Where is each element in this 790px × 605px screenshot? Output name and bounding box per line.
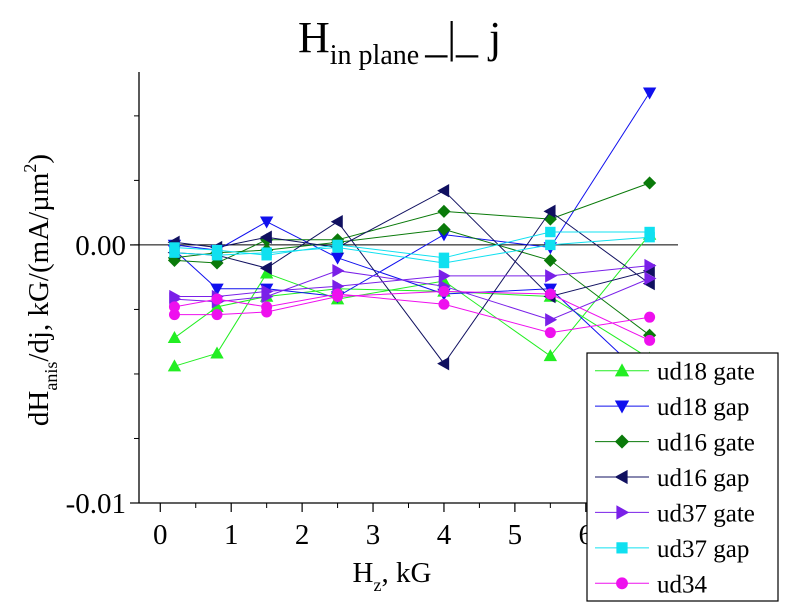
data-point-ud34 <box>211 293 223 305</box>
title-suffix: _|_ j <box>424 13 501 62</box>
data-point-ud37-gap <box>169 247 180 258</box>
data-point-ud37-gate <box>644 258 657 273</box>
data-point-ud37-gate <box>332 264 345 278</box>
ylabel-pre: dH <box>23 391 55 427</box>
data-point-ud37-gap <box>438 257 450 269</box>
data-point-ud37-gap <box>644 231 655 243</box>
data-point-ud18-gap <box>330 252 345 265</box>
data-point-ud34 <box>168 309 180 321</box>
series-line-ud18-gate <box>174 288 650 359</box>
y-tick-label: -0.01 <box>66 488 126 520</box>
y-axis-label: dHanis/dj, kG/(mA/µm2) <box>20 154 61 426</box>
data-point-ud34 <box>261 306 273 318</box>
series-line-ud37-gate <box>174 270 650 321</box>
legend-label-ud18-gate: ud18 gate <box>657 359 755 386</box>
data-point-ud16-gate <box>437 204 451 218</box>
xlabel-main: H <box>353 557 374 589</box>
legend-marker-ud16-gap <box>614 469 628 485</box>
data-point-ud37-gate <box>261 289 274 304</box>
legend-marker-ud37-gate <box>616 505 630 520</box>
title-subscript: in plane <box>330 40 419 71</box>
data-point-ud16-gate <box>643 176 657 190</box>
series-ud37-gap <box>169 226 655 269</box>
legend-label-ud18-gap: ud18 gap <box>657 394 749 421</box>
data-point-ud34 <box>644 311 656 323</box>
data-point-ud37-gate <box>545 269 558 283</box>
series-ud34 <box>168 285 656 346</box>
xlabel-suffix: , kG <box>382 557 432 589</box>
plot-axes: 0 1 2 3 4 5 60.00-0.01 <box>66 72 678 551</box>
plot-data <box>167 87 657 389</box>
legend-label-ud34: ud34 <box>657 571 708 598</box>
data-point-ud34 <box>332 291 344 303</box>
data-point-ud34 <box>211 309 223 321</box>
y-tick-label: 0.00 <box>75 230 126 262</box>
data-point-ud37-gap <box>211 250 223 261</box>
data-point-ud16-gap <box>259 261 272 275</box>
series-ud18-gap <box>167 87 657 389</box>
legend-marker-ud16-gate <box>614 434 630 449</box>
data-point-ud16-gap <box>330 215 343 229</box>
series-ud18-gate <box>167 227 657 372</box>
ylabel-post: ) <box>23 154 55 164</box>
x-tick-label: 0 <box>153 519 168 551</box>
data-point-ud37-gap <box>261 247 272 258</box>
data-point-ud37-gap <box>545 239 556 251</box>
data-point-ud18-gap <box>642 87 657 100</box>
xlabel-subscript: z <box>374 575 382 595</box>
x-tick-label: 2 <box>295 519 310 551</box>
ylabel-superscript: 2 <box>20 164 40 173</box>
data-point-ud34 <box>438 285 450 297</box>
data-point-ud16-gap <box>543 204 556 219</box>
x-tick-label: 3 <box>366 519 381 551</box>
x-tick-label: 5 <box>508 519 523 551</box>
legend-label-ud16-gate: ud16 gate <box>657 430 755 457</box>
data-point-ud18-gate <box>167 359 182 372</box>
x-axis-label: Hz, kG <box>353 557 432 595</box>
legend: ud18 gate ud18 gap ud16 gate ud16 gap ud37 g… <box>586 352 779 602</box>
ylabel-subscript: anis <box>41 362 61 391</box>
legend-marker-ud34 <box>616 577 628 590</box>
legend-label-ud37-gap: ud37 gap <box>657 536 749 563</box>
x-tick-label: 1 <box>224 519 239 551</box>
ylabel-mid: /dj, kG/(mA/µm <box>23 172 55 362</box>
data-point-ud37-gate <box>644 271 657 286</box>
x-tick-label: 4 <box>437 519 452 551</box>
data-point-ud18-gate <box>210 346 224 359</box>
legend-marker-ud18-gap <box>614 400 630 414</box>
data-point-ud18-gap <box>210 283 224 296</box>
data-point-ud16-gap <box>437 184 450 198</box>
data-point-ud16-gate <box>437 222 451 236</box>
data-point-ud37-gate <box>438 269 451 283</box>
series-line-ud18-gap <box>174 92 651 298</box>
data-point-ud16-gate <box>543 253 557 267</box>
data-point-ud16-gap <box>437 356 450 371</box>
chart-title: Hin plane _|_ j <box>298 13 501 71</box>
data-point-ud16-gap <box>259 230 272 244</box>
data-point-ud34 <box>644 334 656 346</box>
series-line-ud16-gap <box>174 190 650 298</box>
legend-marker-ud18-gate <box>614 363 630 377</box>
data-point-ud34 <box>544 327 556 339</box>
legend-marker-ud37-gap <box>616 542 628 554</box>
legend-label-ud16-gap: ud16 gap <box>657 465 749 492</box>
series-ud16-gap <box>167 184 655 371</box>
legend-label-ud37-gate: ud37 gate <box>657 500 755 527</box>
data-point-ud18-gate <box>543 349 558 362</box>
data-point-ud37-gap <box>332 242 343 253</box>
data-point-ud34 <box>544 288 556 300</box>
data-point-ud37-gate <box>545 313 558 327</box>
title-main: H <box>298 13 330 62</box>
data-point-ud18-gap <box>259 216 274 229</box>
data-point-ud34 <box>438 298 450 310</box>
data-point-ud18-gate <box>167 331 182 344</box>
data-point-ud37-gap <box>545 226 556 238</box>
